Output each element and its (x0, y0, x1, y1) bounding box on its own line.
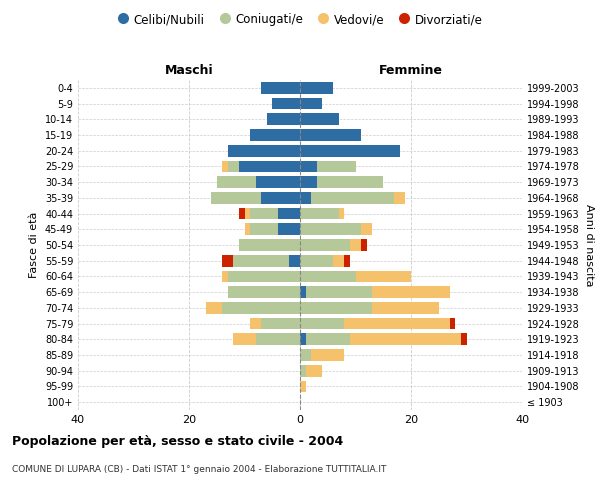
Bar (300, 129, 361, 141)
Bar (272, 98, 300, 110)
Bar (278, 224, 300, 235)
Bar (311, 192, 394, 204)
Bar (344, 318, 450, 330)
Bar (311, 349, 344, 361)
Bar (261, 318, 300, 330)
Bar (300, 270, 356, 282)
Bar (300, 98, 322, 110)
Bar (361, 239, 367, 251)
Bar (267, 114, 300, 125)
Bar (223, 255, 233, 266)
Bar (300, 286, 305, 298)
Text: Femmine: Femmine (379, 64, 443, 76)
Bar (300, 160, 317, 172)
Bar (250, 129, 300, 141)
Bar (300, 239, 350, 251)
Bar (394, 192, 406, 204)
Bar (334, 255, 344, 266)
Bar (206, 302, 223, 314)
Bar (339, 208, 344, 220)
Bar (239, 208, 245, 220)
Bar (344, 255, 350, 266)
Bar (256, 176, 300, 188)
Bar (278, 208, 300, 220)
Bar (228, 286, 300, 298)
Bar (250, 224, 278, 235)
Bar (261, 82, 300, 94)
Bar (300, 114, 339, 125)
Bar (300, 145, 400, 156)
Bar (317, 160, 356, 172)
Bar (300, 192, 311, 204)
Bar (245, 224, 250, 235)
Bar (300, 334, 305, 345)
Bar (300, 255, 334, 266)
Bar (372, 286, 450, 298)
Bar (300, 380, 305, 392)
Text: COMUNE DI LUPARA (CB) - Dati ISTAT 1° gennaio 2004 - Elaborazione TUTTITALIA.IT: COMUNE DI LUPARA (CB) - Dati ISTAT 1° ge… (12, 465, 386, 474)
Bar (300, 208, 339, 220)
Bar (256, 334, 300, 345)
Bar (239, 239, 300, 251)
Bar (223, 302, 300, 314)
Bar (300, 349, 311, 361)
Bar (300, 224, 361, 235)
Text: Maschi: Maschi (164, 64, 214, 76)
Bar (289, 255, 300, 266)
Bar (350, 334, 461, 345)
Bar (228, 160, 239, 172)
Bar (350, 239, 361, 251)
Bar (228, 270, 300, 282)
Bar (233, 334, 256, 345)
Bar (300, 82, 334, 94)
Bar (300, 302, 372, 314)
Y-axis label: Anni di nascita: Anni di nascita (584, 204, 593, 286)
Bar (300, 365, 305, 376)
Bar (305, 286, 372, 298)
Bar (305, 334, 350, 345)
Bar (211, 192, 261, 204)
Legend: Celibi/Nubili, Coniugati/e, Vedovi/e, Divorziati/e: Celibi/Nubili, Coniugati/e, Vedovi/e, Di… (112, 8, 488, 31)
Bar (233, 255, 289, 266)
Bar (223, 160, 228, 172)
Bar (450, 318, 455, 330)
Bar (228, 145, 300, 156)
Bar (356, 270, 411, 282)
Bar (223, 270, 228, 282)
Bar (361, 224, 372, 235)
Bar (250, 318, 261, 330)
Bar (250, 208, 278, 220)
Bar (300, 176, 317, 188)
Bar (239, 160, 300, 172)
Bar (261, 192, 300, 204)
Text: Popolazione per età, sesso e stato civile - 2004: Popolazione per età, sesso e stato civil… (12, 435, 343, 448)
Bar (372, 302, 439, 314)
Y-axis label: Fasce di età: Fasce di età (29, 212, 39, 278)
Bar (217, 176, 256, 188)
Bar (305, 365, 322, 376)
Bar (300, 318, 344, 330)
Bar (317, 176, 383, 188)
Bar (461, 334, 467, 345)
Bar (245, 208, 250, 220)
